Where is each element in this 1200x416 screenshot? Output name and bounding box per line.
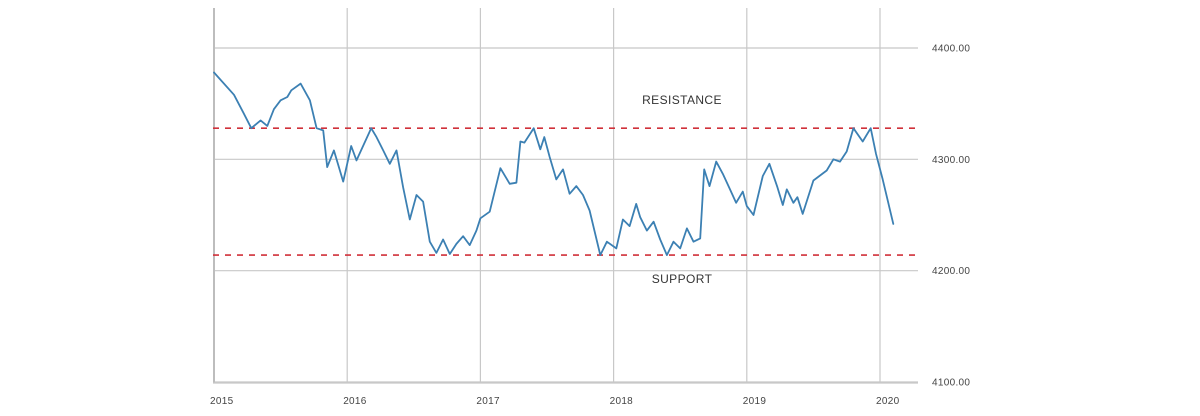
resistance-label: RESISTANCE xyxy=(642,93,722,107)
axis-labels: RESISTANCE SUPPORT 4400.00 4300.00 4200.00 41… xyxy=(210,44,970,408)
series xyxy=(213,71,895,257)
support-label: SUPPORT xyxy=(652,272,713,286)
series-line-0 xyxy=(213,71,895,257)
y-tick-label: 4100.00 xyxy=(932,378,970,389)
grid xyxy=(213,8,918,384)
x-tick-label: 2017 xyxy=(476,396,500,407)
y-tick-label: 4300.00 xyxy=(932,155,970,166)
y-tick-label: 4200.00 xyxy=(932,266,970,277)
support-resistance-levels xyxy=(213,127,918,256)
x-tick-label: 2019 xyxy=(743,396,767,407)
y-tick-label: 4400.00 xyxy=(932,44,970,55)
x-tick-label: 2016 xyxy=(343,396,367,407)
x-tick-label: 2020 xyxy=(876,396,900,407)
x-tick-label: 2015 xyxy=(210,396,234,407)
x-tick-label: 2018 xyxy=(610,396,634,407)
